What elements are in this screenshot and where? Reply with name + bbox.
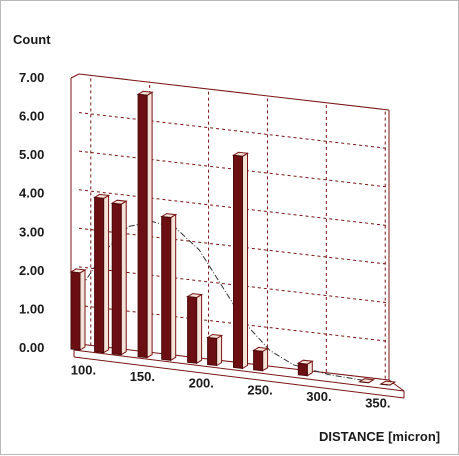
top-left-edge <box>70 73 80 79</box>
y-tick-label: 4.00 <box>19 186 44 201</box>
bar-front <box>137 93 148 359</box>
gridline-y <box>78 73 390 111</box>
histogram-bar-9 <box>252 346 270 372</box>
bar-side <box>216 334 223 367</box>
histogram-bar-8 <box>231 151 250 370</box>
bar-side <box>196 293 203 365</box>
y-tick-label: 2.00 <box>19 263 44 278</box>
x-tick-label: 150. <box>130 369 155 384</box>
histogram-bar-4 <box>136 90 154 359</box>
bar-side <box>170 213 177 362</box>
histogram-bar-3 <box>110 199 128 356</box>
bar-front <box>161 216 172 361</box>
x-axis-front-line <box>73 349 405 392</box>
bar-front <box>111 202 122 356</box>
bar-side <box>120 200 127 356</box>
x-tick-label: 200. <box>189 376 214 391</box>
x-tick-label: 100. <box>71 362 96 377</box>
y-tick-label: 7.00 <box>19 70 44 85</box>
x-axis-front-base <box>73 356 405 399</box>
bar-front <box>233 154 243 369</box>
histogram-bar-6 <box>186 293 204 365</box>
bar-front <box>297 362 308 377</box>
bar-side <box>146 91 153 359</box>
bar-side <box>103 194 110 354</box>
x-tick-label: 250. <box>247 382 272 397</box>
x-tick-label: 350. <box>365 396 390 411</box>
bars-layer <box>69 90 397 386</box>
histogram-bar-12 <box>379 380 397 386</box>
histogram-bar-2 <box>93 193 111 354</box>
x-axis-label: DISTANCE [micron] <box>319 429 440 444</box>
bar-front <box>359 381 369 384</box>
histogram-bar-1 <box>69 268 87 351</box>
y-axis-label: Count <box>13 32 51 47</box>
y-tick-label: 6.00 <box>19 109 44 124</box>
gridline-y <box>78 112 390 150</box>
histogram-bar-7 <box>206 333 224 367</box>
y-tick-label: 1.00 <box>19 301 44 316</box>
y-tick-label: 5.00 <box>19 147 44 162</box>
bar-side <box>79 269 86 351</box>
y-tick-label: 0.00 <box>19 340 44 355</box>
bar-front <box>187 296 198 364</box>
y-tick-label: 3.00 <box>19 224 44 239</box>
x-tick-label: 300. <box>306 389 331 404</box>
bar-side <box>262 347 269 372</box>
tick-labels-layer: 0.00 1.00 2.00 3.00 4.00 5.00 6.00 7.00 100. 150.… <box>19 70 391 411</box>
bar-front <box>380 383 390 386</box>
histogram-bar-5 <box>160 213 178 362</box>
histogram-bar-11 <box>358 378 376 384</box>
histogram-bar-10 <box>296 359 314 377</box>
bar-front <box>207 336 218 367</box>
bar-front <box>94 196 105 354</box>
bar-front <box>253 349 264 372</box>
bar-side <box>242 152 248 370</box>
bar-front <box>70 271 81 351</box>
